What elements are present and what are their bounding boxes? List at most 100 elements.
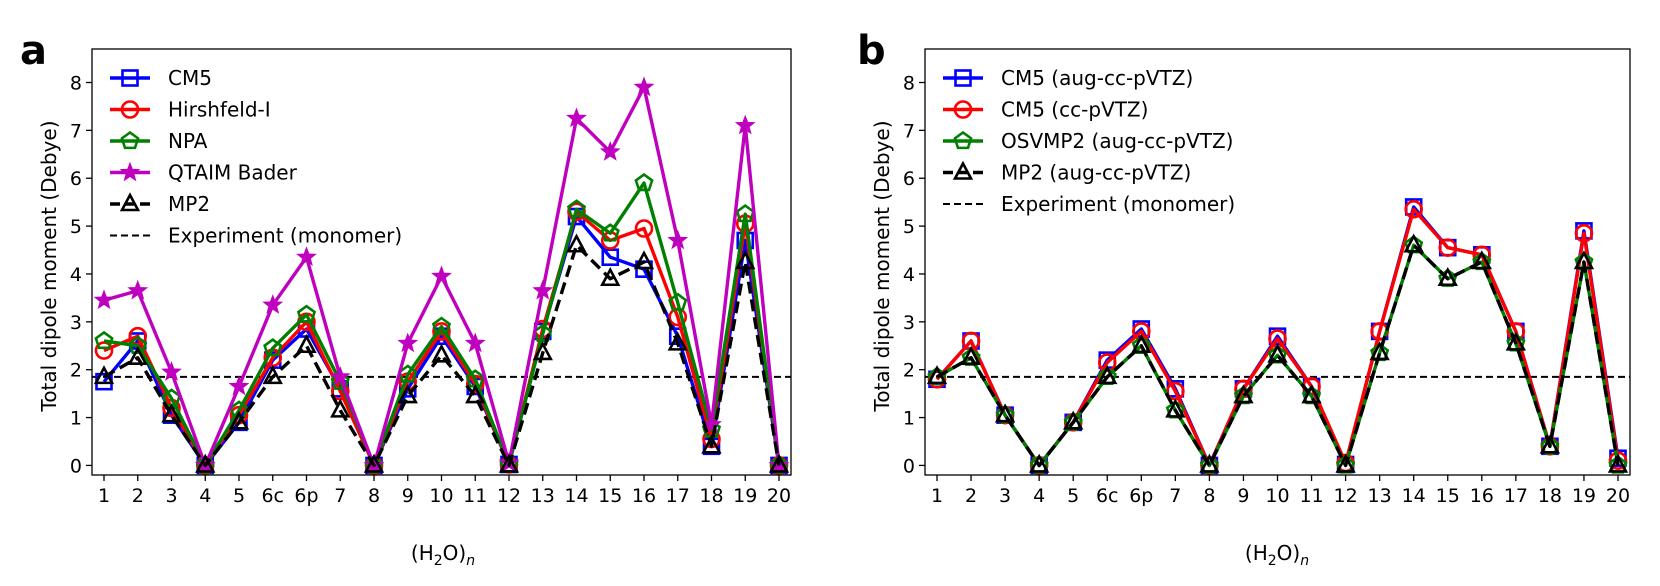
y-tick-label: 8 [903,73,915,95]
data-point [1438,238,1458,257]
data-point [1539,434,1561,454]
data-point [1403,233,1424,253]
data-point [633,76,655,97]
x-tick-label: 20 [1606,485,1630,507]
y-tick-label: 2 [70,360,82,382]
x-tick-label: 6p [1129,485,1153,507]
data-point [431,343,452,363]
data-point [93,365,115,385]
data-point [927,369,947,389]
data-point [1607,453,1629,473]
x-tick-label: 1 [931,485,943,507]
series-line [103,181,781,468]
data-point [960,345,982,366]
data-point [1267,343,1288,363]
data-point [330,371,350,390]
data-point [1573,250,1595,270]
series-line [103,243,781,468]
x-tick-label: 4 [199,485,211,507]
legend-label: MP2 [168,192,210,216]
data-point [363,453,385,473]
legend-marker [119,192,141,212]
panel-label-a: a [20,28,47,74]
data-point [465,374,485,394]
data-point [431,316,452,335]
data-point [465,384,486,404]
data-point [1335,453,1356,473]
data-point [228,375,250,396]
x-tick-label: 1 [98,485,110,507]
legend-label: CM5 (cc-pVTZ) [1001,98,1148,122]
x-tick-label: 13 [1368,485,1392,507]
y-tick-label: 6 [70,168,82,190]
data-point [397,384,418,404]
data-point [296,333,317,354]
data-point [127,345,148,366]
y-tick-label: 6 [903,168,915,190]
x-tick-label: 14 [564,485,588,507]
legend-entry-a-4: MP2 [110,192,210,216]
data-point [431,265,452,286]
x-tick-label: 8 [1203,485,1215,507]
data-point [667,331,688,351]
data-point [634,172,654,192]
data-point [498,453,520,473]
legend-marker [121,69,139,87]
x-axis-label-b: (H2O)n [1245,541,1309,569]
data-point [296,304,317,323]
data-point [735,250,756,270]
data-point [1404,200,1423,219]
y-tick-label: 4 [903,264,915,286]
x-tick-label: 2 [132,485,144,507]
data-point [263,338,283,357]
data-point [1437,266,1458,287]
x-tick-label: 10 [1265,485,1289,507]
data-point [296,246,317,267]
legend-label: CM5 [168,66,212,90]
data-point [668,292,688,311]
y-tick-label: 3 [903,312,915,334]
y-tick-label: 0 [903,455,915,477]
x-tick-label: 13 [531,485,555,507]
x-tick-label: 2 [965,485,977,507]
data-point [532,341,553,361]
data-point [994,403,1016,423]
series-line [936,243,1620,468]
data-point [1233,384,1254,404]
x-tick-label: 8 [368,485,380,507]
y-tick-label: 1 [903,408,915,430]
data-point [329,365,351,386]
y-tick-label: 0 [70,455,82,477]
x-tick-label: 3 [999,485,1011,507]
x-tick-label: 6p [294,485,318,507]
x-tick-label: 7 [334,485,346,507]
panel-label-b: b [857,28,886,74]
x-tick-label: 16 [632,485,656,507]
legend-entry-b-3: MP2 (aug-cc-pVTZ) [943,161,1191,185]
legend-marker [954,69,972,87]
legend-marker [953,100,973,119]
data-point [1063,410,1084,430]
y-tick-label: 5 [903,216,915,238]
data-point [567,202,586,222]
x-tick-label: 12 [1334,485,1358,507]
legend-entry-b-4: Experiment (monomer) [943,192,1235,216]
x-tick-label: 11 [463,485,487,507]
y-tick-label: 1 [70,408,82,430]
data-point [1471,250,1492,270]
legend-entry-a-2: NPA [110,129,208,153]
y-tick-label: 7 [70,120,82,142]
legend-label: Hirshfeld-I [168,98,271,122]
series-a-4 [93,233,790,473]
data-point [397,332,419,353]
data-point [93,289,115,310]
data-point [229,400,249,419]
x-tick-label: 9 [1237,485,1249,507]
y-tick-label: 2 [903,360,915,382]
legend-marker [119,161,141,182]
x-tick-label: 7 [1169,485,1181,507]
data-point [768,453,790,473]
x-tick-label: 9 [402,485,414,507]
data-point [1369,341,1390,361]
x-tick-label: 6c [261,485,284,507]
